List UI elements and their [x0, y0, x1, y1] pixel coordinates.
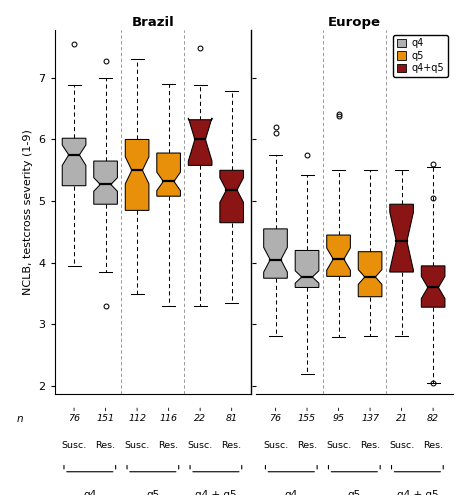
Text: q5: q5 [146, 490, 159, 495]
Text: Susc.: Susc. [125, 441, 150, 450]
Text: Susc.: Susc. [389, 441, 414, 450]
Text: Res.: Res. [297, 441, 317, 450]
Text: q4 + q5: q4 + q5 [195, 490, 237, 495]
Polygon shape [358, 251, 382, 297]
Text: Res.: Res. [423, 441, 443, 450]
Polygon shape [295, 250, 319, 288]
Text: Susc.: Susc. [62, 441, 87, 450]
Text: 116: 116 [160, 413, 178, 423]
Polygon shape [188, 118, 212, 165]
Polygon shape [94, 161, 118, 204]
Text: 21: 21 [396, 413, 408, 423]
Text: Res.: Res. [360, 441, 380, 450]
Text: Susc.: Susc. [188, 441, 213, 450]
Text: q4: q4 [285, 490, 298, 495]
Text: 112: 112 [128, 413, 146, 423]
Polygon shape [125, 140, 149, 210]
Text: q5: q5 [348, 490, 361, 495]
Text: Res.: Res. [159, 441, 179, 450]
Legend: q4, q5, q4+q5: q4, q5, q4+q5 [393, 35, 448, 77]
Polygon shape [421, 266, 445, 307]
Polygon shape [220, 170, 244, 223]
Text: 81: 81 [226, 413, 237, 423]
Text: 137: 137 [361, 413, 379, 423]
Polygon shape [390, 204, 413, 272]
Polygon shape [62, 138, 86, 186]
Text: 22: 22 [194, 413, 206, 423]
Polygon shape [327, 235, 350, 276]
Text: q4 + q5: q4 + q5 [397, 490, 438, 495]
Title: Europe: Europe [328, 15, 381, 29]
Text: 76: 76 [270, 413, 282, 423]
Text: Susc.: Susc. [263, 441, 288, 450]
Text: Res.: Res. [222, 441, 242, 450]
Polygon shape [157, 153, 181, 196]
Text: Res.: Res. [96, 441, 116, 450]
Text: Susc.: Susc. [326, 441, 351, 450]
Text: 76: 76 [68, 413, 80, 423]
Y-axis label: NCLB, testcross severity (1-9): NCLB, testcross severity (1-9) [23, 129, 33, 295]
Text: 82: 82 [427, 413, 439, 423]
Text: q4: q4 [83, 490, 96, 495]
Text: n: n [17, 413, 23, 424]
Text: 155: 155 [298, 413, 316, 423]
Title: Brazil: Brazil [131, 15, 174, 29]
Text: 151: 151 [97, 413, 115, 423]
Polygon shape [264, 229, 287, 278]
Text: 95: 95 [333, 413, 345, 423]
